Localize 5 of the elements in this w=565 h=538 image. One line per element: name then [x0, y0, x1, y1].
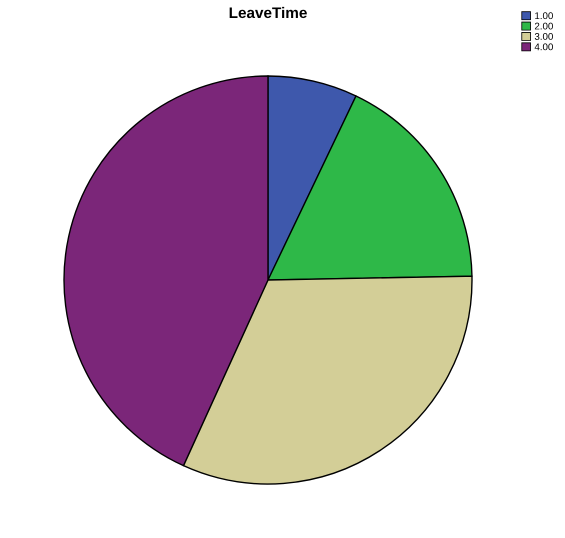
- legend-label: 2.00: [534, 22, 553, 30]
- legend-label: 3.00: [534, 33, 553, 40]
- chart-title: LeaveTime: [230, 6, 307, 18]
- legend-label: 1.00: [535, 12, 553, 20]
- legend-label: 4.00: [534, 43, 553, 50]
